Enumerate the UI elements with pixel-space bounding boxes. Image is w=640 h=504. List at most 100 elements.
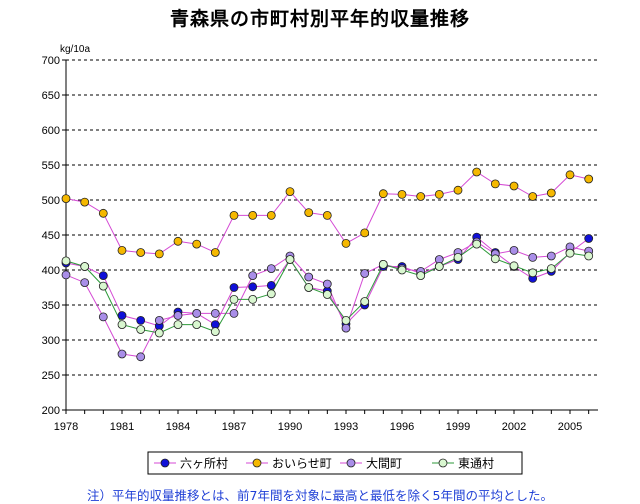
data-point: [266, 210, 276, 220]
data-point: [453, 252, 463, 262]
data-point: [98, 271, 108, 281]
data-point: [98, 208, 108, 218]
data-point: [229, 283, 239, 292]
y-tick-label: 200: [42, 405, 60, 417]
y-tick-label: 350: [42, 300, 60, 312]
data-point: [528, 252, 538, 262]
data-point: [509, 261, 519, 271]
data-point: [192, 320, 202, 330]
data-point: [117, 349, 127, 359]
data-point: [546, 264, 556, 274]
series-markers-2: [61, 237, 594, 362]
data-point: [378, 189, 388, 199]
data-point: [322, 210, 332, 220]
data-point: [378, 259, 388, 269]
data-point: [248, 294, 258, 304]
data-point: [509, 181, 519, 191]
y-tick-label: 650: [42, 90, 60, 102]
data-point: [285, 255, 295, 264]
chart-title: 青森県の市町村別平年的収量推移: [169, 8, 470, 30]
data-point: [397, 265, 407, 275]
y-tick-labels: 200 250 300 350 400 450 500 550 600 650 700: [42, 55, 60, 417]
data-point: [584, 251, 594, 261]
data-point: [173, 311, 183, 320]
data-point: [304, 272, 314, 282]
legend-swatch-marker: [438, 458, 448, 468]
y-tick-label: 450: [42, 230, 60, 242]
data-point: [80, 262, 90, 271]
data-point: [136, 352, 146, 362]
data-point: [173, 236, 183, 246]
data-point: [416, 192, 426, 201]
data-point: [397, 189, 407, 199]
data-point: [154, 315, 164, 325]
data-point: [61, 270, 71, 280]
x-tick-label: 1999: [446, 421, 470, 433]
legend-swatch-marker: [252, 458, 262, 468]
data-point: [509, 245, 519, 255]
y-tick-label: 600: [42, 125, 60, 137]
data-point: [192, 308, 202, 318]
data-point: [136, 248, 146, 257]
data-point: [434, 262, 444, 271]
data-point: [546, 188, 556, 198]
data-point: [360, 297, 370, 306]
x-tick-label: 1990: [278, 421, 302, 433]
data-point: [229, 294, 239, 304]
data-point: [154, 328, 164, 338]
data-point: [80, 278, 90, 288]
y-tick-label: 700: [42, 55, 60, 67]
data-point: [341, 238, 351, 248]
data-point: [248, 210, 258, 220]
data-point: [61, 194, 71, 204]
legend-label: 東通村: [458, 457, 494, 471]
x-tick-label: 1984: [166, 421, 190, 433]
y-tick-label: 500: [42, 195, 60, 207]
y-tick-label: 550: [42, 160, 60, 172]
data-point: [266, 289, 276, 299]
data-point: [528, 192, 538, 201]
data-point: [266, 264, 276, 274]
data-point: [341, 315, 351, 325]
data-point: [117, 320, 127, 330]
data-point: [117, 311, 127, 320]
data-point: [304, 283, 314, 292]
y-tick-label: 400: [42, 265, 60, 277]
data-point: [304, 208, 314, 218]
data-point: [565, 170, 575, 180]
x-tick-label: 1981: [110, 421, 134, 433]
data-point: [98, 281, 108, 291]
data-point: [341, 323, 351, 333]
data-point: [229, 308, 239, 318]
data-point: [136, 325, 146, 334]
data-point: [360, 228, 370, 238]
data-point: [210, 308, 220, 318]
series-markers-3: [61, 239, 594, 338]
data-point: [322, 290, 332, 299]
data-point: [248, 282, 258, 292]
data-point: [490, 179, 500, 189]
data-point: [434, 189, 444, 199]
series-lines: [61, 167, 594, 362]
legend-swatch-marker: [346, 458, 356, 468]
data-point: [584, 174, 594, 184]
data-point: [453, 185, 463, 195]
data-point: [117, 245, 127, 255]
x-tick-label: 1996: [390, 421, 414, 433]
data-point: [61, 256, 71, 266]
data-point: [322, 279, 332, 289]
axes: [62, 59, 598, 414]
legend: 六ヶ所村 おいらせ町 大間町 東通村: [147, 451, 523, 475]
data-point: [416, 271, 426, 281]
gridlines: [66, 59, 598, 376]
data-point: [584, 234, 594, 243]
footnote: 注）平年的収量推移とは、前7年間を対象に最高と最低を除く5年間の平均とした。: [87, 488, 553, 503]
data-point: [173, 320, 183, 330]
x-tick-label: 2005: [558, 421, 582, 433]
legend-box: [147, 451, 523, 475]
data-point: [136, 315, 146, 325]
legend-label: 大間町: [366, 457, 402, 471]
x-tick-label: 1987: [222, 421, 246, 433]
series-markers-1: [61, 167, 594, 259]
